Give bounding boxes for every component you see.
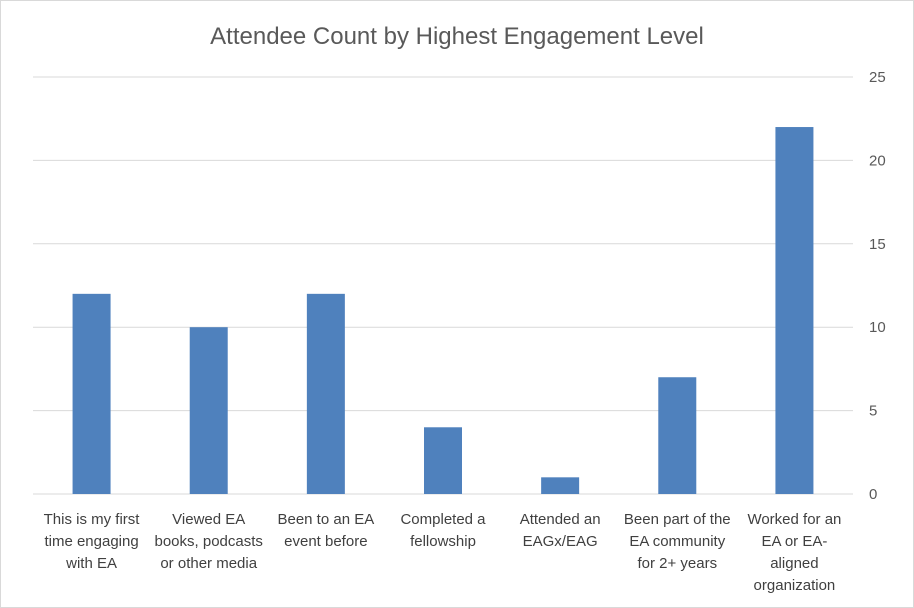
x-tick-label: This is my first time engaging with EA	[44, 511, 141, 572]
bar	[306, 293, 345, 494]
y-tick-label: 15	[869, 236, 886, 253]
bar	[72, 293, 111, 494]
bar	[658, 377, 697, 494]
y-tick-label: 5	[869, 403, 877, 420]
bars	[72, 127, 814, 494]
x-tick-label: Attended an EAGx/EAG	[520, 511, 601, 550]
x-tick-label: Viewed EA books, podcasts or other media	[155, 511, 263, 572]
x-tick-label: Been part of the EA community for 2+ years	[624, 511, 731, 572]
bar	[424, 427, 462, 494]
x-tick-label: Worked for an EA or EA-aligned organizatio…	[747, 511, 841, 594]
bar	[541, 477, 580, 494]
bar	[775, 127, 814, 494]
x-axis-labels: This is my first time engaging with EAView…	[44, 511, 842, 594]
y-axis-ticks: 0 5 10 15 20 25	[869, 69, 886, 503]
x-tick-label: Been to an EA event before	[277, 511, 374, 550]
y-tick-label: 25	[869, 69, 886, 86]
bar	[189, 327, 228, 494]
gridlines	[33, 76, 853, 495]
y-tick-label: 20	[869, 152, 886, 169]
y-tick-label: 0	[869, 486, 877, 503]
chart-title: Attendee Count by Highest Engagement Lev…	[210, 23, 704, 50]
x-tick-label: Completed a fellowship	[400, 511, 486, 550]
y-tick-label: 10	[869, 319, 886, 336]
